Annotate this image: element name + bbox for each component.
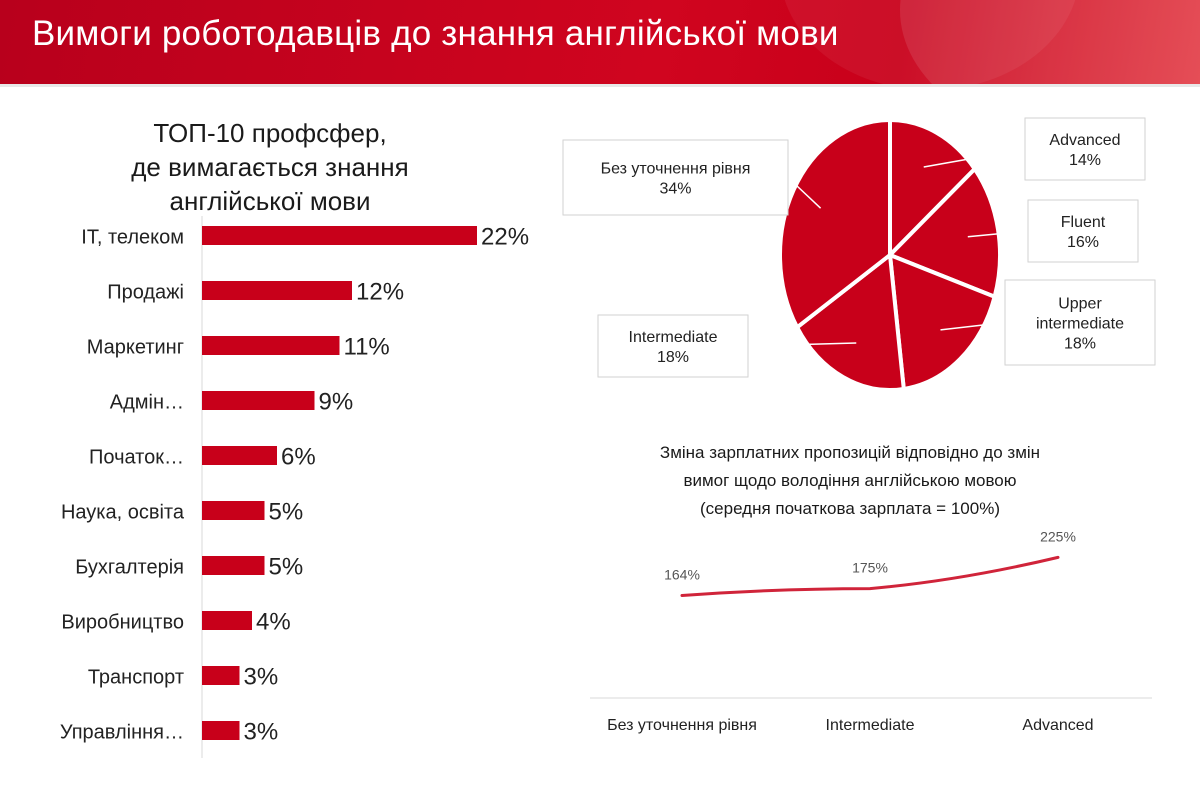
pie-callout-leader [940, 321, 1006, 331]
bar-category-label: Виробництво [61, 612, 184, 634]
pie-slice-label: Без уточнення рівня [601, 161, 751, 178]
bar-category-label: Продажі [107, 282, 184, 304]
pie-callout-leader [967, 230, 1029, 238]
bar-value-label: 9% [319, 389, 354, 416]
line-data-label: 225% [1040, 528, 1076, 544]
pie-callout-box [1027, 199, 1139, 263]
pie-slice-label: Upper [1058, 296, 1102, 313]
pie-callout-box [1024, 117, 1146, 181]
pie-slice-label: Intermediate [629, 329, 718, 346]
pie-callout-box [1004, 279, 1156, 366]
pie-slice-label: intermediate [1036, 316, 1124, 333]
bar-category-label: IT, телеком [81, 227, 184, 249]
bar-category-label: Наука, освіта [61, 502, 185, 524]
bar-category-label: Управління… [60, 722, 184, 744]
bar-category-label: Адмін… [110, 392, 184, 414]
bar-category-label: Початок… [89, 447, 184, 469]
line-chart: Зміна зарплатних пропозицій відповідно д… [590, 443, 1152, 734]
bar-chart-title-line: де вимагається знання [131, 152, 408, 182]
pie-slice-value: 14% [1069, 152, 1101, 169]
bar [202, 721, 240, 740]
bar-value-label: 3% [244, 664, 279, 691]
bar-chart: ТОП-10 профсфер, де вимагається знання анг… [60, 118, 529, 758]
bar-value-label: 5% [269, 499, 304, 526]
line-chart-title: Зміна зарплатних пропозицій відповідно д… [660, 443, 1040, 462]
bar-value-label: 22% [481, 224, 529, 251]
bar-category-label: Маркетинг [87, 337, 184, 359]
bar [202, 556, 265, 575]
bar-value-label: 12% [356, 279, 404, 306]
pie-callout-leader [787, 176, 822, 209]
pie-callout-text: Advanced 14% [1049, 132, 1120, 169]
bar-value-label: 4% [256, 609, 291, 636]
pie-callout-leader [923, 148, 1026, 168]
line-series [680, 555, 1060, 597]
pie-callout-leader [747, 342, 857, 347]
header-banner: Вимоги роботодавців до знання англійсько… [0, 0, 1200, 84]
pie-slice [778, 118, 892, 330]
bar-value-label: 6% [281, 444, 316, 471]
line-chart-title: (середня початкова зарплата = 100%) [700, 499, 1000, 518]
pie-slice [888, 253, 997, 391]
pie-callout-box [562, 139, 789, 216]
bar [202, 391, 315, 410]
pie-slice-label: Fluent [1061, 214, 1106, 231]
pie-callout-text: Upper intermediate 18% [1036, 296, 1124, 353]
line-category-label: Advanced [1022, 717, 1093, 734]
pie-slice-value: 18% [657, 349, 689, 366]
bar [202, 501, 265, 520]
bar [202, 336, 340, 355]
line-category-label: Intermediate [826, 717, 915, 734]
banner-decoration [900, 0, 1200, 84]
bar-value-label: 5% [269, 554, 304, 581]
pie-slice [888, 118, 977, 257]
pie-slice-label: Advanced [1049, 132, 1120, 149]
line-data-label: 164% [664, 567, 700, 583]
bar [202, 666, 240, 685]
pie-slice-value: 34% [659, 181, 691, 198]
pie-chart: Advanced 14% Fluent 16% Upper intermediate 18%… [562, 117, 1156, 392]
bar [202, 446, 277, 465]
bar-category-label: Транспорт [88, 667, 184, 689]
bar [202, 611, 252, 630]
pie-slice [795, 253, 906, 392]
page-title: Вимоги роботодавців до знання англійсько… [32, 14, 839, 53]
pie-slice-value: 16% [1067, 234, 1099, 251]
bar [202, 281, 352, 300]
pie-callout-text: Без уточнення рівня 34% [601, 161, 751, 198]
bar-chart-title: ТОП-10 профсфер, де вимагається знання анг… [131, 118, 408, 216]
pie-callout-text: Intermediate 18% [629, 329, 718, 366]
pie-slice-value: 18% [1064, 336, 1096, 353]
bar-value-label: 3% [244, 719, 279, 746]
pie-callout-box [597, 314, 749, 378]
bar-category-label: Бухгалтерія [75, 557, 184, 579]
bar-chart-title-line: ТОП-10 профсфер, [153, 118, 386, 148]
bar [202, 226, 477, 245]
bar-value-label: 11% [344, 334, 390, 361]
bar-chart-title-line: англійської мови [170, 186, 371, 216]
pie-callout-text: Fluent 16% [1061, 214, 1106, 251]
header-divider [0, 84, 1200, 87]
line-data-label: 175% [852, 560, 888, 576]
line-category-label: Без уточнення рівня [607, 717, 757, 734]
line-chart-title: вимог щодо володіння англійською мовою [683, 471, 1016, 490]
